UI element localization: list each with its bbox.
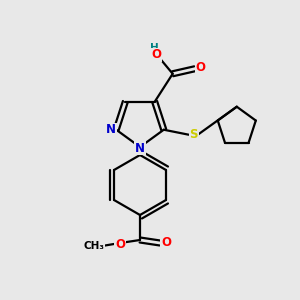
- Text: O: O: [152, 48, 162, 61]
- Text: O: O: [196, 61, 206, 74]
- Text: H: H: [150, 43, 159, 53]
- Text: CH₃: CH₃: [83, 241, 104, 251]
- Text: N: N: [135, 142, 145, 154]
- Text: O: O: [115, 238, 125, 250]
- Text: S: S: [190, 128, 198, 141]
- Text: N: N: [106, 123, 116, 136]
- Text: O: O: [161, 236, 171, 250]
